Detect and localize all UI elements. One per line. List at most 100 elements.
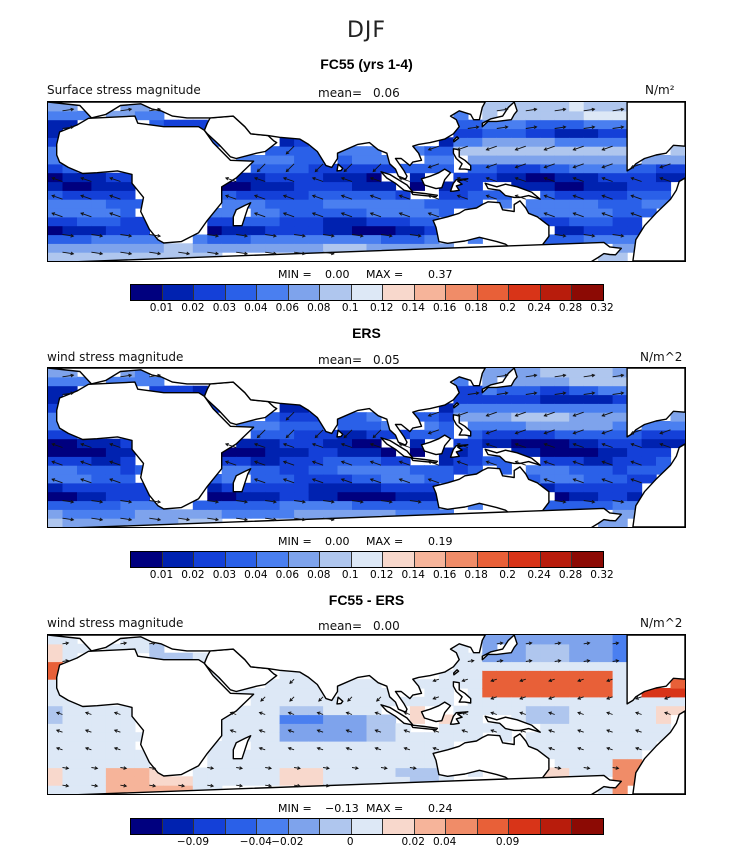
field-cell bbox=[134, 643, 150, 654]
wind-vector-head bbox=[514, 430, 519, 435]
field-cell bbox=[62, 119, 78, 130]
field-cell bbox=[221, 491, 237, 502]
field-cell bbox=[323, 500, 339, 510]
field-cell bbox=[149, 376, 165, 387]
wind-vector bbox=[178, 517, 190, 521]
wind-vector bbox=[62, 108, 74, 112]
field-cell bbox=[438, 190, 454, 200]
wind-vector bbox=[544, 212, 555, 218]
field-cell bbox=[627, 491, 643, 502]
field-cell bbox=[308, 421, 324, 431]
field-cell bbox=[670, 679, 685, 689]
wind-vector-head bbox=[80, 460, 85, 465]
field-cell bbox=[656, 456, 672, 466]
wind-vector-head bbox=[157, 517, 162, 522]
wind-vector bbox=[254, 443, 266, 448]
wind-vector bbox=[631, 163, 642, 168]
field-cell bbox=[294, 509, 310, 519]
wind-vector-head bbox=[490, 711, 495, 716]
field-cell bbox=[569, 696, 585, 707]
field-cell bbox=[366, 421, 382, 431]
wind-vector bbox=[56, 729, 63, 733]
wind-vector bbox=[149, 234, 161, 237]
field-cell bbox=[48, 679, 64, 689]
field-cell bbox=[511, 102, 527, 112]
field-cell bbox=[192, 509, 208, 519]
field-cell bbox=[207, 741, 223, 751]
field-cell bbox=[540, 688, 556, 698]
field-cell bbox=[308, 163, 324, 174]
wind-vector-head bbox=[514, 442, 519, 447]
wind-vector bbox=[515, 443, 526, 448]
field-cell bbox=[221, 767, 237, 777]
field-cell bbox=[583, 635, 599, 645]
wind-vector-head bbox=[330, 517, 335, 522]
field-cell bbox=[612, 412, 628, 422]
wind-vector-head bbox=[282, 478, 287, 482]
field-cell bbox=[612, 155, 628, 165]
field-cell bbox=[337, 421, 353, 431]
field-cell bbox=[77, 216, 93, 227]
field-cell bbox=[554, 110, 570, 121]
field-cell bbox=[453, 661, 469, 671]
field-cell bbox=[583, 714, 599, 724]
min-value-3: −0.13 bbox=[325, 802, 359, 815]
field-cell bbox=[77, 776, 93, 786]
field-cell bbox=[598, 714, 614, 724]
field-cell bbox=[294, 199, 310, 209]
field-cell bbox=[91, 767, 107, 777]
wind-vector-head bbox=[186, 517, 191, 522]
field-cell bbox=[627, 208, 643, 218]
wind-vector-head bbox=[620, 499, 625, 504]
field-cell bbox=[221, 749, 237, 760]
field-cell bbox=[598, 216, 614, 227]
wind-vector bbox=[51, 195, 63, 200]
field-cell bbox=[554, 429, 570, 440]
field-cell bbox=[583, 421, 599, 431]
field-cell bbox=[409, 732, 425, 742]
wind-vector-head bbox=[359, 499, 364, 504]
field-cell bbox=[554, 155, 570, 165]
field-cell bbox=[540, 137, 556, 147]
wind-vector bbox=[525, 374, 537, 378]
field-cell bbox=[48, 518, 64, 527]
field-cell bbox=[366, 749, 382, 760]
landmass-south-america bbox=[632, 710, 685, 794]
wind-vector bbox=[62, 517, 74, 521]
field-cell bbox=[134, 758, 150, 769]
wind-vector bbox=[612, 500, 624, 503]
field-cell bbox=[395, 749, 411, 760]
wind-vector-head bbox=[615, 641, 620, 646]
field-cell bbox=[236, 243, 252, 253]
field-cell bbox=[134, 749, 150, 760]
field-cell bbox=[482, 643, 498, 654]
field-cell bbox=[48, 500, 64, 510]
field-cell bbox=[583, 190, 599, 200]
field-cell bbox=[540, 208, 556, 218]
wind-vector bbox=[85, 747, 92, 751]
field-cell bbox=[496, 438, 512, 449]
wind-vector bbox=[91, 767, 98, 769]
wind-vector-head bbox=[615, 659, 620, 663]
field-cell bbox=[482, 385, 498, 396]
field-cell bbox=[366, 208, 382, 218]
field-cell bbox=[77, 456, 93, 466]
wind-vector bbox=[548, 696, 555, 700]
wind-vector bbox=[314, 163, 324, 172]
colorbar-swatch bbox=[477, 819, 510, 834]
field-cell bbox=[583, 438, 599, 449]
field-cell bbox=[294, 679, 310, 689]
field-cell bbox=[77, 705, 93, 716]
wind-vector bbox=[457, 443, 468, 448]
field-cell bbox=[77, 181, 93, 191]
field-cell bbox=[207, 482, 223, 493]
field-cell bbox=[424, 491, 440, 502]
wind-vector bbox=[433, 729, 440, 733]
field-cell bbox=[221, 723, 237, 733]
field-cell bbox=[294, 146, 310, 156]
field-cell bbox=[482, 421, 498, 431]
field-cell bbox=[598, 643, 614, 654]
wind-vector bbox=[515, 461, 526, 466]
field-cell bbox=[105, 208, 121, 218]
field-cell bbox=[409, 696, 425, 707]
